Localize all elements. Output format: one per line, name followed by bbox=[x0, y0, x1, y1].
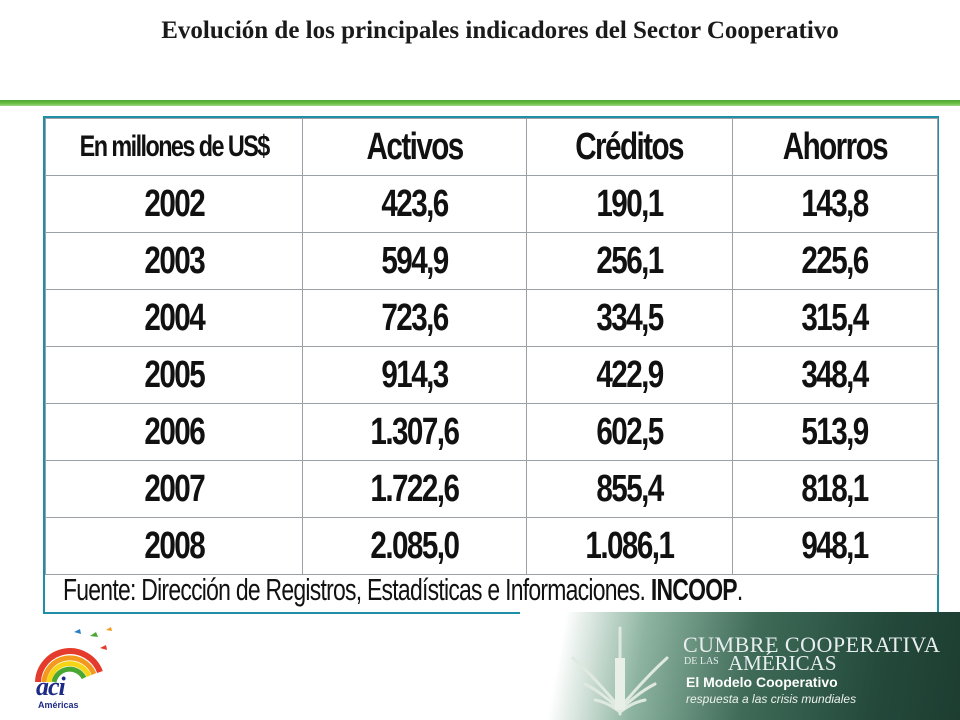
table-row: 2008 2.085,0 1.086,1 948,1 bbox=[45, 517, 938, 575]
source-note: Fuente: Dirección de Registros, Estadíst… bbox=[63, 570, 923, 610]
table-row: 2002 423,6 190,1 143,8 bbox=[45, 175, 938, 233]
ahorros-cell: 143,8 bbox=[732, 175, 938, 233]
year-cell: 2004 bbox=[45, 289, 303, 347]
cumbre-banner bbox=[520, 612, 960, 720]
column-header-ahorros: Ahorros bbox=[732, 118, 938, 176]
source-period: . bbox=[736, 572, 743, 607]
ahorros-cell: 348,4 bbox=[732, 346, 938, 404]
indicators-table-frame: En millones de US$ Activos Créditos Ahor… bbox=[43, 116, 939, 614]
creditos-cell: 190,1 bbox=[526, 175, 733, 233]
indicators-table: En millones de US$ Activos Créditos Ahor… bbox=[45, 118, 938, 575]
column-header-units: En millones de US$ bbox=[45, 118, 303, 176]
activos-cell: 2.085,0 bbox=[302, 517, 527, 575]
activos-cell: 1.307,6 bbox=[302, 403, 527, 461]
creditos-cell: 256,1 bbox=[526, 232, 733, 290]
creditos-cell: 855,4 bbox=[526, 460, 733, 518]
table-row: 2003 594,9 256,1 225,6 bbox=[45, 232, 938, 290]
table-row: 2007 1.722,6 855,4 818,1 bbox=[45, 460, 938, 518]
table-header-row: En millones de US$ Activos Créditos Ahor… bbox=[45, 118, 938, 176]
aci-subtitle: Américas bbox=[38, 700, 79, 710]
agave-emblem-icon bbox=[571, 626, 669, 716]
year-cell: 2002 bbox=[45, 175, 303, 233]
creditos-cell: 422,9 bbox=[526, 346, 733, 404]
column-header-activos: Activos bbox=[302, 118, 527, 176]
year-cell: 2007 bbox=[45, 460, 303, 518]
activos-cell: 914,3 bbox=[302, 346, 527, 404]
year-cell: 2003 bbox=[45, 232, 303, 290]
year-cell: 2008 bbox=[45, 517, 303, 575]
cumbre-tagline: El Modelo Cooperativo bbox=[686, 674, 838, 690]
cumbre-de-las: DE LAS bbox=[684, 656, 719, 667]
cumbre-americas: AMÉRICAS bbox=[728, 651, 837, 675]
table-row: 2005 914,3 422,9 348,4 bbox=[45, 346, 938, 404]
cumbre-subtagline: respuesta a las crisis mundiales bbox=[686, 692, 857, 706]
ahorros-cell: 225,6 bbox=[732, 232, 938, 290]
creditos-cell: 602,5 bbox=[526, 403, 733, 461]
year-cell: 2005 bbox=[45, 346, 303, 404]
cumbre-title: CUMBRE COOPERATIVA bbox=[683, 632, 941, 657]
activos-cell: 1.722,6 bbox=[302, 460, 527, 518]
title-divider bbox=[0, 100, 960, 106]
ahorros-cell: 315,4 bbox=[732, 289, 938, 347]
activos-cell: 423,6 bbox=[302, 175, 527, 233]
table-row: 2004 723,6 334,5 315,4 bbox=[45, 289, 938, 347]
ahorros-cell: 513,9 bbox=[732, 403, 938, 461]
ahorros-cell: 818,1 bbox=[732, 460, 938, 518]
column-header-creditos: Créditos bbox=[526, 118, 733, 176]
year-cell: 2006 bbox=[45, 403, 303, 461]
table-row: 2006 1.307,6 602,5 513,9 bbox=[45, 403, 938, 461]
creditos-cell: 1.086,1 bbox=[526, 517, 733, 575]
source-org: INCOOP bbox=[650, 572, 738, 607]
source-text: Fuente: Dirección de Registros, Estadíst… bbox=[63, 572, 651, 607]
activos-cell: 594,9 bbox=[302, 232, 527, 290]
creditos-cell: 334,5 bbox=[526, 289, 733, 347]
activos-cell: 723,6 bbox=[302, 289, 527, 347]
slide-title: Evolución de los principales indicadores… bbox=[161, 17, 839, 44]
aci-wordmark: aci bbox=[36, 672, 66, 701]
aci-rainbow-logo-icon bbox=[35, 627, 112, 683]
ahorros-cell: 948,1 bbox=[732, 517, 938, 575]
